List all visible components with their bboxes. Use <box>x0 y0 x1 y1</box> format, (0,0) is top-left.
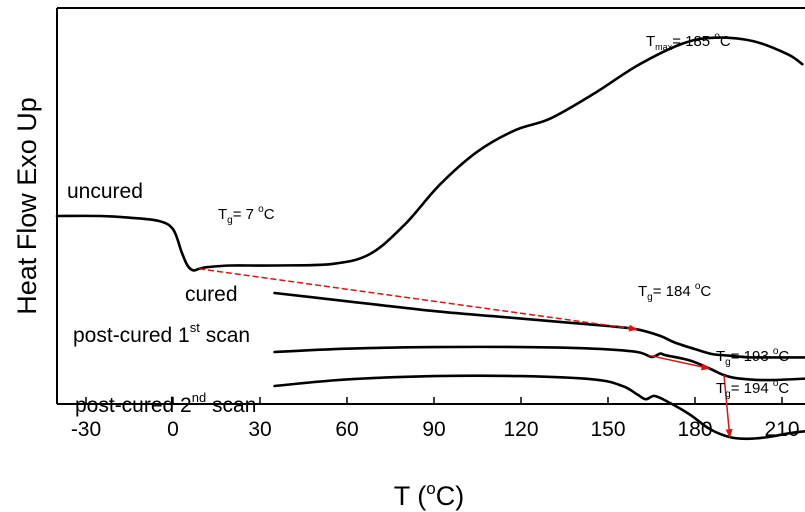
x-tick-label: 30 <box>248 418 271 441</box>
arrow-pc1 <box>648 354 711 371</box>
annotation-tg-193: Tg= 193 oC <box>716 346 789 368</box>
series-label-post-cured-2nd: post-cured 2nd scan <box>75 390 256 417</box>
series-line-post-cured-1st-scan <box>273 345 805 382</box>
series-line-post-cured-2nd-scan <box>273 374 805 441</box>
x-tick-label: 90 <box>422 418 445 441</box>
x-tick-label: -30 <box>71 418 101 441</box>
arrow-uncured-to-cured <box>198 268 638 332</box>
x-axis-title: T (oC) <box>394 479 464 511</box>
x-ticks: -30 0 30 60 90 120 150 180 210 <box>71 397 800 441</box>
annotation-tg-184: Tg= 184 oC <box>638 281 711 303</box>
x-tick-label: 150 <box>590 418 625 441</box>
x-tick-label: 0 <box>167 418 179 441</box>
x-tick-label: 120 <box>503 418 538 441</box>
series-line-cured <box>273 291 805 359</box>
annotation-tmax: Tmax= 185 oC <box>646 31 731 52</box>
annotation-tg-7: Tg= 7 oC <box>218 204 275 226</box>
arrow-pc2 <box>723 375 733 439</box>
annotation-tg-194: Tg= 194 oC <box>716 378 789 400</box>
series-label-cured: cured <box>185 283 238 306</box>
series-line-uncured <box>55 36 804 272</box>
arrows-group <box>198 268 733 439</box>
curves-group <box>55 36 805 441</box>
series-label-post-cured-1st: post-cured 1st scan <box>73 320 250 347</box>
x-tick-label: 180 <box>677 418 712 441</box>
series-label-uncured: uncured <box>67 180 143 203</box>
y-axis-title: Heat Flow Exo Up <box>12 97 42 315</box>
x-tick-label: 60 <box>335 418 358 441</box>
